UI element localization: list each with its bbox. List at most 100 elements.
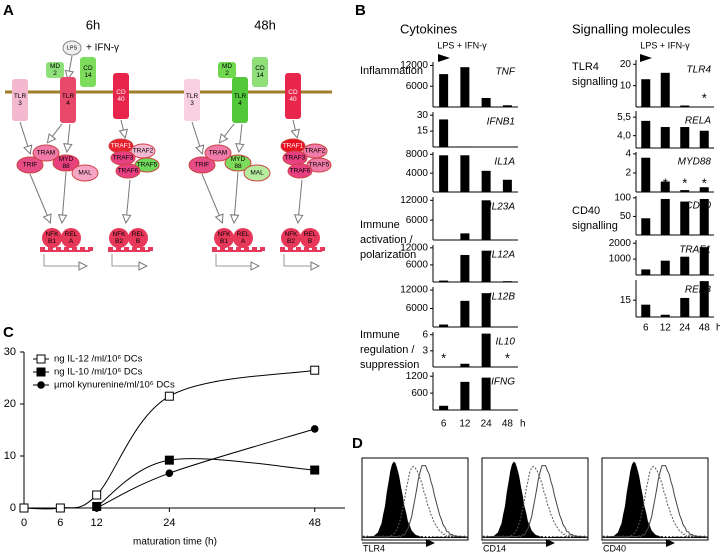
promoter-site	[48, 247, 53, 251]
chart-title: IL12A	[489, 250, 515, 261]
x-unit: h	[716, 323, 720, 334]
node-label: TRAM	[37, 150, 55, 157]
node-label: B	[308, 238, 312, 245]
node-label: B1	[220, 238, 228, 245]
y-tick-label: 15	[417, 126, 429, 137]
group-label: suppression	[360, 359, 419, 371]
bar	[660, 314, 670, 317]
x-tick-label: 24	[163, 517, 175, 529]
y-tick-label: 600	[411, 388, 428, 399]
section-title: Signalling molecules	[572, 21, 691, 36]
pathway-arrow	[121, 119, 125, 137]
pathway-arrow	[220, 123, 235, 142]
node-label: TRAF5	[137, 162, 158, 169]
promoter-site	[116, 247, 121, 251]
group-label: signalling	[572, 76, 618, 88]
x-tick-label: 12	[660, 323, 672, 334]
promoter-site	[124, 247, 129, 251]
stimulus-arrow	[438, 54, 450, 62]
bar	[680, 256, 690, 275]
timepoint: 6h	[86, 17, 100, 32]
bar	[680, 105, 690, 107]
receptor	[252, 57, 268, 87]
bar	[481, 333, 491, 367]
y-tick-label: 1200	[406, 371, 429, 382]
receptor	[12, 79, 28, 121]
pathway-arrow	[48, 123, 63, 142]
promoter-site	[220, 247, 225, 251]
chart-title: IL1A	[494, 157, 515, 168]
y-tick-label: 50	[620, 211, 632, 222]
node-label: NFK	[113, 231, 127, 238]
node-label: NFK	[46, 231, 60, 238]
x-tick-label: 6	[57, 517, 63, 529]
promoter-site	[140, 247, 145, 251]
bar	[439, 405, 449, 410]
transcription-factor	[109, 228, 129, 248]
lps-arrow	[68, 55, 72, 78]
marker	[37, 381, 45, 389]
node-label: B1	[48, 238, 56, 245]
annotation: *	[682, 175, 687, 190]
node-label: 14	[84, 72, 92, 79]
transcription-factor	[42, 228, 62, 248]
stimulus-arrow	[640, 54, 652, 62]
x-axis-label: maturation time (h)	[133, 537, 217, 548]
node-label: 88	[234, 163, 242, 170]
bar	[641, 157, 651, 192]
y-tick-label: 4	[625, 149, 631, 160]
marker	[310, 365, 320, 375]
chart-title: CD40	[685, 201, 711, 212]
chart-title: IL12B	[489, 292, 515, 303]
node-label: TRAF6	[118, 168, 139, 175]
chart-title: IFNB1	[487, 117, 515, 128]
isotype-histogram	[362, 461, 468, 538]
bar	[439, 280, 449, 282]
bar	[460, 300, 470, 327]
y-tick-label: 3	[422, 345, 428, 356]
node-label: REL	[304, 231, 317, 238]
series-line	[96, 428, 315, 509]
bar	[460, 381, 470, 410]
node-label: TRAF5	[309, 162, 330, 169]
legend-label: µmol kynurenine/ml/10⁶ DCs	[54, 380, 175, 391]
node-label: 40	[117, 96, 125, 103]
adapter	[71, 164, 99, 182]
node-label: MYD	[59, 156, 74, 163]
bar	[439, 324, 449, 327]
bar	[641, 218, 651, 235]
stimulus-label: LPS + IFN-γ	[437, 40, 487, 50]
transcription-factor	[281, 228, 301, 248]
annotation: *	[441, 350, 446, 365]
pathway-arrow	[201, 173, 222, 222]
bar	[699, 187, 709, 192]
y-tick-label: 100	[614, 192, 631, 203]
isotype-histogram	[482, 461, 588, 538]
adapter	[287, 163, 313, 179]
node-label: TRAF6	[290, 168, 311, 175]
marker	[310, 425, 319, 433]
promoter-site	[64, 247, 69, 251]
node-label: TRAF1	[111, 143, 132, 150]
adapter	[115, 163, 141, 179]
promoter-site	[108, 247, 113, 251]
lps-icon	[62, 40, 82, 56]
node-label: A	[69, 238, 74, 245]
node-label: REL	[65, 231, 78, 238]
receptor	[218, 62, 236, 78]
receptor	[232, 77, 248, 123]
chart-title: IL10	[496, 337, 516, 348]
node-label: TRAF2	[133, 148, 154, 155]
bar	[641, 120, 651, 148]
bar	[460, 67, 470, 107]
bar	[481, 98, 491, 107]
annotation: *	[505, 350, 510, 365]
y-tick-label: 12000	[400, 60, 428, 71]
x-tick-label: 12	[459, 419, 471, 430]
bar	[460, 146, 470, 147]
promoter-site	[236, 247, 241, 251]
promoter-site	[304, 247, 309, 251]
node-label: MYD	[231, 156, 246, 163]
node-label: MAL	[250, 170, 264, 177]
pathway-arrow	[19, 121, 30, 153]
